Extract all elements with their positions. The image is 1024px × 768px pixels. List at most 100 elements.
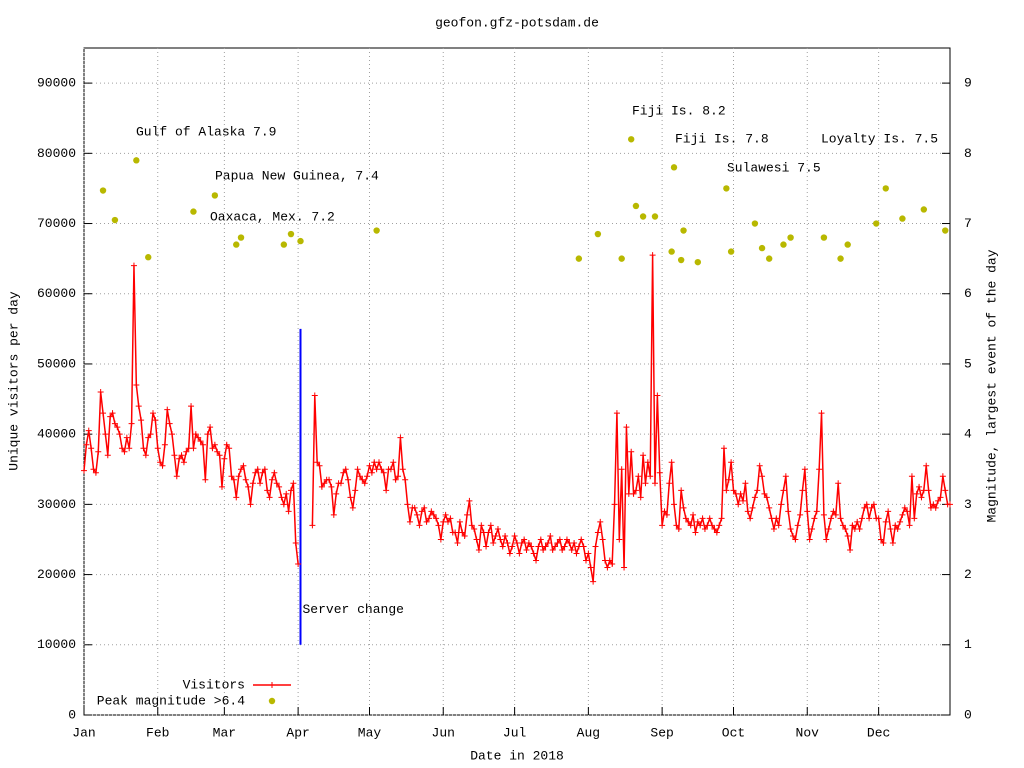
visitor-point xyxy=(775,522,782,529)
visitor-point xyxy=(345,476,352,483)
visitor-point xyxy=(756,462,763,469)
visitor-point xyxy=(585,550,592,557)
visitor-point xyxy=(666,480,673,487)
visitor-point xyxy=(563,536,570,543)
visitor-point xyxy=(751,494,758,501)
magnitude-point xyxy=(680,227,687,234)
visitor-point xyxy=(735,501,742,508)
visitor-point xyxy=(530,550,537,557)
visitor-point xyxy=(825,525,832,532)
visitor-point xyxy=(697,522,704,529)
visitor-point xyxy=(525,539,532,546)
magnitude-point xyxy=(899,215,906,222)
visitor-point xyxy=(637,494,644,501)
visitor-point xyxy=(801,466,808,473)
visitor-point xyxy=(828,515,835,522)
visitor-point xyxy=(506,550,513,557)
visitor-point xyxy=(716,522,723,529)
visitor-point xyxy=(568,547,575,554)
visitor-point xyxy=(571,539,578,546)
visitor-point xyxy=(516,550,523,557)
y2-tick-label: 3 xyxy=(964,497,972,512)
x-tick-label: Aug xyxy=(577,725,600,740)
visitor-point xyxy=(635,473,642,480)
visitor-point xyxy=(932,504,939,511)
visitor-point xyxy=(435,522,442,529)
visitor-point xyxy=(238,466,245,473)
visitor-point xyxy=(875,515,882,522)
visitor-point xyxy=(192,431,199,438)
visitor-point xyxy=(273,480,280,487)
visitor-point xyxy=(287,487,294,494)
visitor-point xyxy=(471,525,478,532)
visitor-point xyxy=(214,448,221,455)
visitor-point xyxy=(587,564,594,571)
visitor-point xyxy=(209,445,216,452)
visitor-point xyxy=(383,487,390,494)
visitor-point xyxy=(271,469,278,476)
visitor-point xyxy=(580,543,587,550)
visitor-point xyxy=(311,392,318,399)
server-change-label: Server change xyxy=(303,602,404,617)
visitor-point xyxy=(671,501,678,508)
visitor-point xyxy=(687,522,694,529)
visitor-point xyxy=(499,543,506,550)
visitor-point xyxy=(832,511,839,518)
magnitude-point xyxy=(627,136,635,143)
magnitude-point xyxy=(758,244,766,252)
visitor-point xyxy=(97,389,104,396)
visitor-point xyxy=(202,476,209,483)
annotation: Papua New Guinea, 7.4 xyxy=(215,168,379,183)
visitor-point xyxy=(242,476,249,483)
visitor-point xyxy=(544,539,551,546)
visitor-point xyxy=(290,480,297,487)
visitor-point xyxy=(123,434,130,441)
visitor-point xyxy=(870,501,877,508)
visitor-point xyxy=(518,539,525,546)
visitor-point xyxy=(142,452,149,459)
visitor-point xyxy=(328,483,335,490)
visitor-point xyxy=(673,522,680,529)
visitor-point xyxy=(899,511,906,518)
visitor-point xyxy=(623,424,630,431)
x-tick-label: Sep xyxy=(650,725,673,740)
plot-frame xyxy=(83,47,951,716)
visitor-point xyxy=(468,522,475,529)
x-tick-label: Nov xyxy=(796,725,820,740)
annotation: Loyalty Is. 7.5 xyxy=(821,131,938,146)
visitor-point xyxy=(316,462,323,469)
visitor-point xyxy=(285,508,292,515)
visitor-point xyxy=(416,522,423,529)
visitor-point xyxy=(130,262,137,269)
magnitude-point xyxy=(594,230,602,238)
visitor-point xyxy=(789,532,796,539)
visitor-point xyxy=(173,473,180,480)
visitor-point xyxy=(138,417,145,424)
visitor-point xyxy=(818,410,825,417)
visitor-point xyxy=(264,487,271,494)
magnitude-point xyxy=(787,234,794,241)
y-tick-label: 20000 xyxy=(37,567,76,582)
visitor-point xyxy=(847,547,854,554)
x-tick-label: Jul xyxy=(503,725,527,740)
visitor-point xyxy=(742,480,749,487)
visitor-point xyxy=(811,515,818,522)
visitor-point xyxy=(154,445,161,452)
magnitude-point xyxy=(99,187,107,194)
y2-tick-label: 1 xyxy=(964,637,972,652)
visitor-point xyxy=(90,466,97,473)
magnitude-point xyxy=(297,237,304,245)
y2-tick-label: 2 xyxy=(964,567,972,582)
magnitude-point xyxy=(670,164,678,171)
y-tick-label: 10000 xyxy=(37,637,76,652)
visitor-point xyxy=(397,434,404,441)
visitor-point xyxy=(161,441,168,448)
visitor-point xyxy=(116,431,123,438)
visitor-point xyxy=(823,536,830,543)
visitor-point xyxy=(547,532,554,539)
visitor-point xyxy=(816,466,823,473)
y-tick-label: 50000 xyxy=(37,356,76,371)
visitor-point xyxy=(542,543,549,550)
visitor-point xyxy=(464,511,471,518)
visitor-point xyxy=(794,522,801,529)
